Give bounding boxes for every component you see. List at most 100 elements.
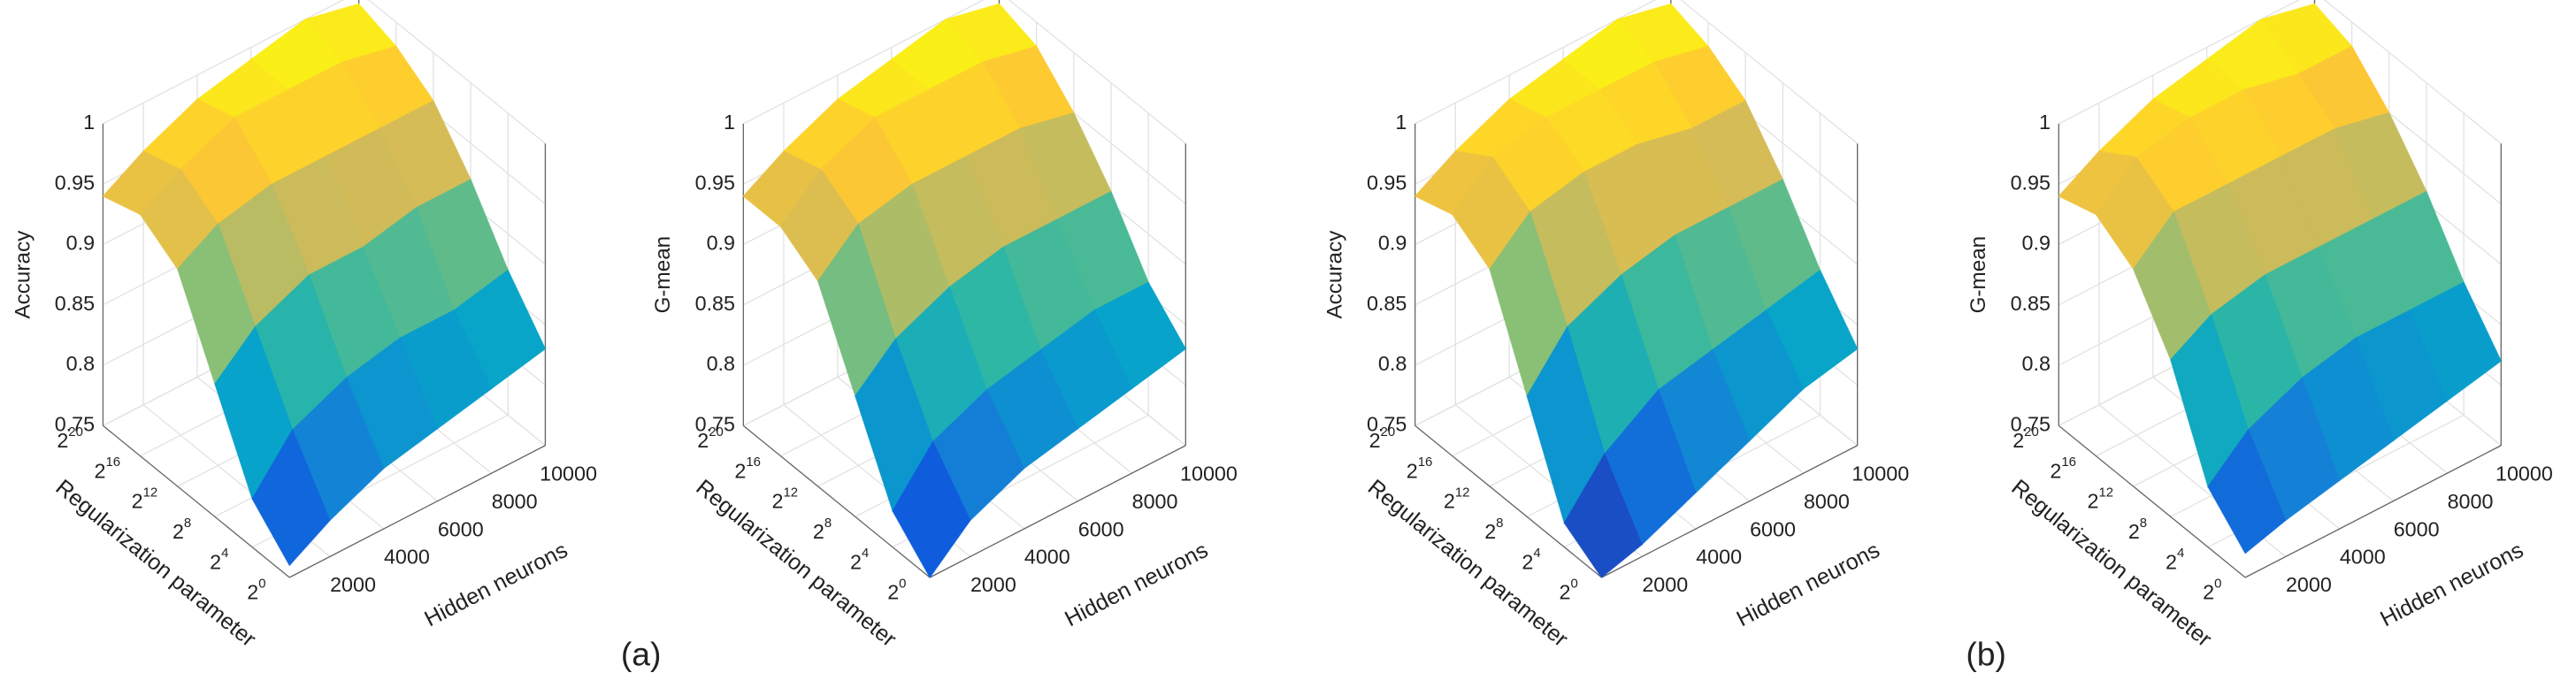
- panel-label: (a): [621, 635, 662, 672]
- z-axis-label: Accuracy: [1323, 230, 1347, 319]
- y-axis-label: Regularization parameter: [692, 475, 901, 652]
- x-tick-label: 8000: [1804, 490, 1850, 513]
- z-tick-label: 0.8: [2022, 352, 2051, 375]
- z-tick-label: 0.85: [1367, 292, 1407, 315]
- y-tick-label: 212: [1444, 485, 1470, 512]
- x-tick-label: 4000: [1696, 546, 1742, 569]
- x-axis-label: Hidden neurons: [1061, 538, 1212, 631]
- x-tick-label: 10000: [2496, 462, 2553, 485]
- panel-label: (b): [1966, 635, 2006, 672]
- y-tick-label: 24: [1522, 546, 1540, 573]
- grid-line: [368, 0, 546, 144]
- y-tick-label: 20: [2203, 576, 2221, 603]
- y-tick-label: 24: [2166, 546, 2184, 573]
- y-tick-label: 220: [1369, 424, 1396, 452]
- z-tick-label: 0.85: [55, 292, 95, 315]
- axis-line: [2244, 445, 2502, 578]
- y-tick-label: 20: [887, 576, 906, 603]
- z-tick-label: 0.85: [695, 292, 735, 315]
- axis-line: [288, 445, 546, 578]
- grid-line: [743, 0, 985, 125]
- grid-line: [103, 0, 344, 125]
- y-tick-label: 28: [172, 516, 191, 543]
- y-tick-label: 28: [2128, 516, 2147, 543]
- surface-plot: 0.75 0.8 0.85 0.9 0.95 1 2000 4000 6000 800010000…: [11, 0, 597, 652]
- z-tick-label: 0.85: [2011, 292, 2051, 315]
- axis-line: [103, 424, 290, 578]
- y-tick-label: 212: [2088, 485, 2114, 512]
- z-axis-label: Accuracy: [11, 230, 34, 319]
- surface-patch: [251, 428, 331, 567]
- x-tick-label: 10000: [1180, 462, 1238, 485]
- z-tick-label: 0.75: [55, 413, 95, 436]
- y-tick-label: 216: [1407, 455, 1433, 482]
- y-axis-label: Regularization parameter: [2006, 475, 2216, 652]
- x-axis-label: Hidden neurons: [2376, 538, 2527, 631]
- y-tick-label: 20: [1560, 576, 1578, 603]
- x-tick-label: 4000: [2340, 546, 2386, 569]
- grid-line: [1680, 0, 1859, 144]
- x-tick-label: 2000: [1642, 573, 1688, 596]
- y-tick-label: 212: [772, 485, 799, 512]
- z-tick-label: 0.8: [1378, 352, 1407, 375]
- x-tick-label: 6000: [1078, 517, 1124, 540]
- x-axis-label: Hidden neurons: [420, 538, 571, 631]
- z-tick-label: 0.75: [2011, 413, 2051, 436]
- z-tick-label: 0.95: [2011, 171, 2051, 194]
- y-tick-label: 24: [210, 546, 228, 573]
- z-tick-label: 0.75: [1367, 413, 1407, 436]
- x-tick-label: 10000: [540, 462, 597, 485]
- grid-line: [2323, 0, 2502, 144]
- z-tick-label: 0.75: [695, 413, 735, 436]
- axis-line: [1601, 445, 1858, 578]
- x-tick-label: 6000: [2394, 517, 2440, 540]
- x-tick-label: 8000: [492, 490, 538, 513]
- grid-line: [2058, 0, 2300, 125]
- z-tick-label: 1: [2039, 111, 2051, 134]
- grid-line: [1008, 0, 1186, 144]
- x-tick-label: 8000: [1132, 490, 1178, 513]
- x-axis-label: Hidden neurons: [1733, 538, 1884, 631]
- y-tick-label: 220: [57, 424, 83, 452]
- grid-line: [1414, 0, 1657, 125]
- y-tick-label: 216: [94, 455, 120, 482]
- y-axis-label: Regularization parameter: [51, 475, 261, 652]
- y-tick-label: 220: [697, 424, 724, 452]
- y-tick-label: 24: [850, 546, 869, 573]
- y-tick-label: 20: [247, 576, 265, 603]
- z-tick-label: 0.9: [707, 232, 735, 255]
- z-tick-label: 0.8: [707, 352, 735, 375]
- z-tick-label: 1: [83, 111, 95, 134]
- z-tick-label: 1: [724, 111, 735, 134]
- y-tick-label: 28: [813, 516, 832, 543]
- z-tick-label: 0.8: [66, 352, 95, 375]
- x-tick-label: 4000: [384, 546, 430, 569]
- y-tick-label: 216: [2050, 455, 2076, 482]
- axis-line: [2058, 424, 2246, 578]
- axis-line: [742, 424, 931, 578]
- surface-plot: 0.75 0.8 0.85 0.9 0.95 1 2000 4000 6000 800010000…: [651, 0, 1238, 652]
- z-tick-label: 0.9: [1378, 232, 1407, 255]
- surface-plot: 0.75 0.8 0.85 0.9 0.95 1 2000 4000 6000 800010000…: [1323, 0, 1909, 652]
- x-tick-label: 4000: [1024, 546, 1070, 569]
- y-tick-label: 216: [734, 455, 761, 482]
- x-tick-label: 2000: [330, 573, 376, 596]
- z-tick-label: 1: [1395, 111, 1407, 134]
- axis-line: [1414, 424, 1602, 578]
- z-tick-label: 0.9: [66, 232, 95, 255]
- z-axis-label: G-mean: [651, 236, 675, 314]
- z-tick-label: 0.95: [695, 171, 735, 194]
- x-tick-label: 2000: [970, 573, 1016, 596]
- surface-patch: [1563, 452, 1643, 578]
- axis-line: [929, 445, 1186, 578]
- y-axis-label: Regularization parameter: [1363, 475, 1573, 652]
- x-tick-label: 8000: [2448, 490, 2494, 513]
- x-tick-label: 2000: [2286, 573, 2332, 596]
- y-tick-label: 220: [2012, 424, 2039, 452]
- surface-plot: 0.75 0.8 0.85 0.9 0.95 1 2000 4000 6000 800010000…: [1966, 0, 2553, 652]
- z-axis-label: G-mean: [1966, 236, 1990, 314]
- x-tick-label: 6000: [438, 517, 484, 540]
- z-tick-label: 0.95: [1367, 171, 1407, 194]
- x-tick-label: 10000: [1852, 462, 1909, 485]
